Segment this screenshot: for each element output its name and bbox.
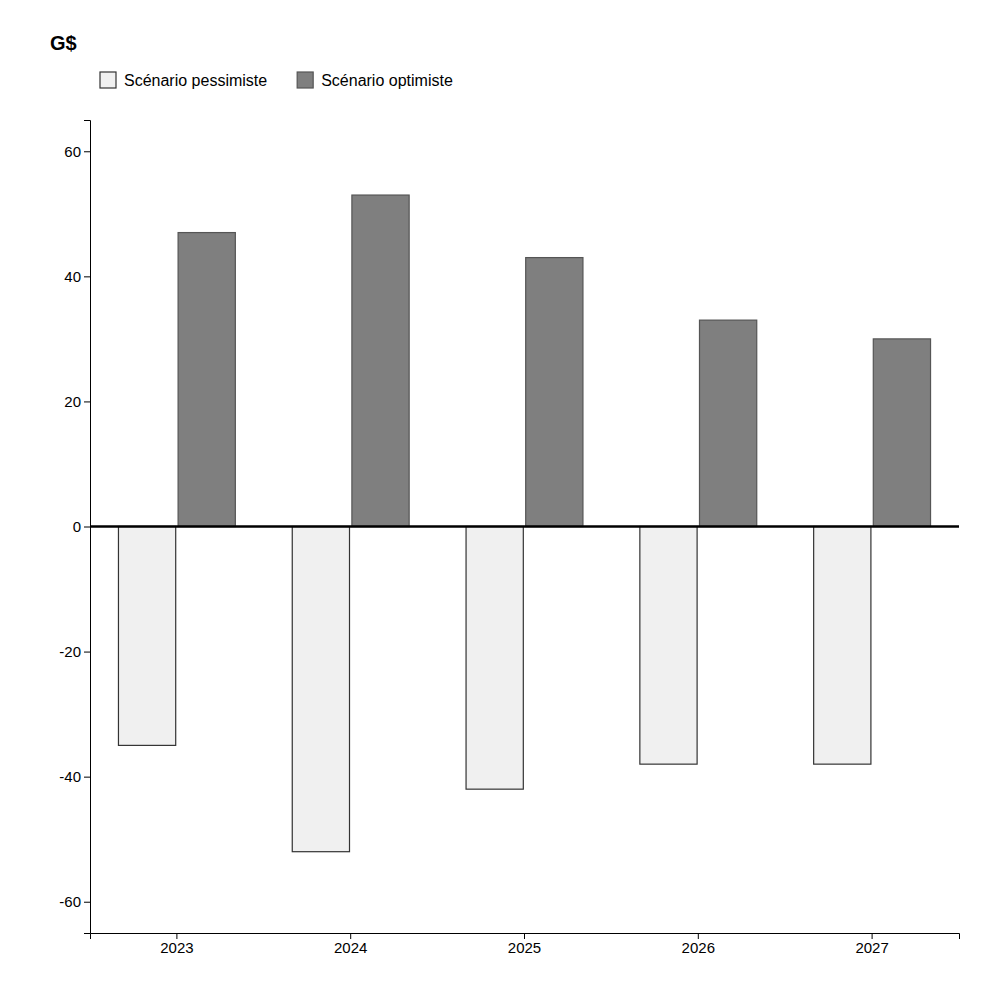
- y-tick: -60: [59, 893, 90, 910]
- bar: [873, 339, 930, 527]
- bar: [178, 233, 235, 527]
- x-axis: 2023 2024 2025 2026 2027: [91, 933, 960, 956]
- legend-item: Scénario pessimiste: [100, 72, 267, 89]
- y-tick: 0: [73, 518, 90, 535]
- legend-swatch: [297, 72, 313, 88]
- y-tick-label: -60: [59, 893, 81, 910]
- bar: [292, 527, 349, 852]
- y-tick-label: 20: [64, 393, 81, 410]
- y-tick: -20: [59, 643, 90, 660]
- x-tick-label: 2026: [682, 939, 715, 956]
- legend-item: Scénario optimiste: [297, 72, 453, 89]
- bar: [118, 527, 175, 746]
- y-tick-mark: [84, 777, 90, 778]
- bar-series: [178, 195, 930, 526]
- y-label: G$: [50, 32, 77, 54]
- x-tick-label: 2027: [855, 939, 888, 956]
- legend-label: Scénario pessimiste: [124, 72, 267, 89]
- y-tick-label: 0: [73, 518, 81, 535]
- y-tick-mark: [84, 276, 90, 277]
- y-tick-label: 60: [64, 143, 81, 160]
- chart: -60 -40 -20 0 20 40 60 2023 2024 2025 2026 2027 G$ Sc…: [0, 0, 999, 1003]
- x-tick: 2025: [508, 933, 541, 956]
- y-tick: 20: [64, 393, 90, 410]
- legend-label: Scénario optimiste: [321, 72, 453, 89]
- legend-swatch: [100, 72, 116, 88]
- y-tick-label: -40: [59, 768, 81, 785]
- x-tick: 2026: [682, 933, 715, 956]
- bar: [640, 527, 697, 765]
- y-tick-mark: [84, 902, 90, 903]
- y-tick-mark: [84, 652, 90, 653]
- x-tick: 2023: [160, 933, 193, 956]
- y-tick-mark: [84, 151, 90, 152]
- y-tick-label: 40: [64, 268, 81, 285]
- x-tick: 2027: [855, 933, 888, 956]
- bar: [466, 527, 523, 790]
- bar: [352, 195, 409, 526]
- bars: [118, 195, 930, 852]
- bar-series: [118, 527, 870, 852]
- bar: [814, 527, 871, 765]
- y-tick-mark: [84, 401, 90, 402]
- y-tick-mark: [84, 527, 90, 528]
- legend: Scénario pessimiste Scénario optimiste: [100, 72, 453, 89]
- y-tick: 60: [64, 143, 90, 160]
- plot-area: -60 -40 -20 0 20 40 60 2023 2024 2025 2026 2027: [59, 121, 959, 956]
- y-tick-label: -20: [59, 643, 81, 660]
- y-tick: -40: [59, 768, 90, 785]
- y-axis: -60 -40 -20 0 20 40 60: [59, 121, 90, 934]
- x-tick-label: 2025: [508, 939, 541, 956]
- bar: [699, 320, 756, 526]
- y-tick: 40: [64, 268, 90, 285]
- bar: [526, 258, 583, 527]
- x-tick-label: 2024: [334, 939, 367, 956]
- zero-line: [90, 525, 959, 528]
- x-tick: 2024: [334, 933, 367, 956]
- x-tick-label: 2023: [160, 939, 193, 956]
- y-axis-line: [84, 121, 91, 934]
